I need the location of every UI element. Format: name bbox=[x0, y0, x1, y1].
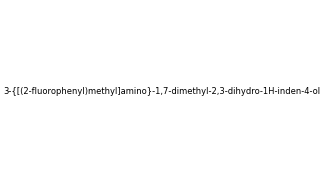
Text: 3-{[(2-fluorophenyl)methyl]amino}-1,7-dimethyl-2,3-dihydro-1H-inden-4-ol: 3-{[(2-fluorophenyl)methyl]amino}-1,7-di… bbox=[3, 88, 320, 96]
